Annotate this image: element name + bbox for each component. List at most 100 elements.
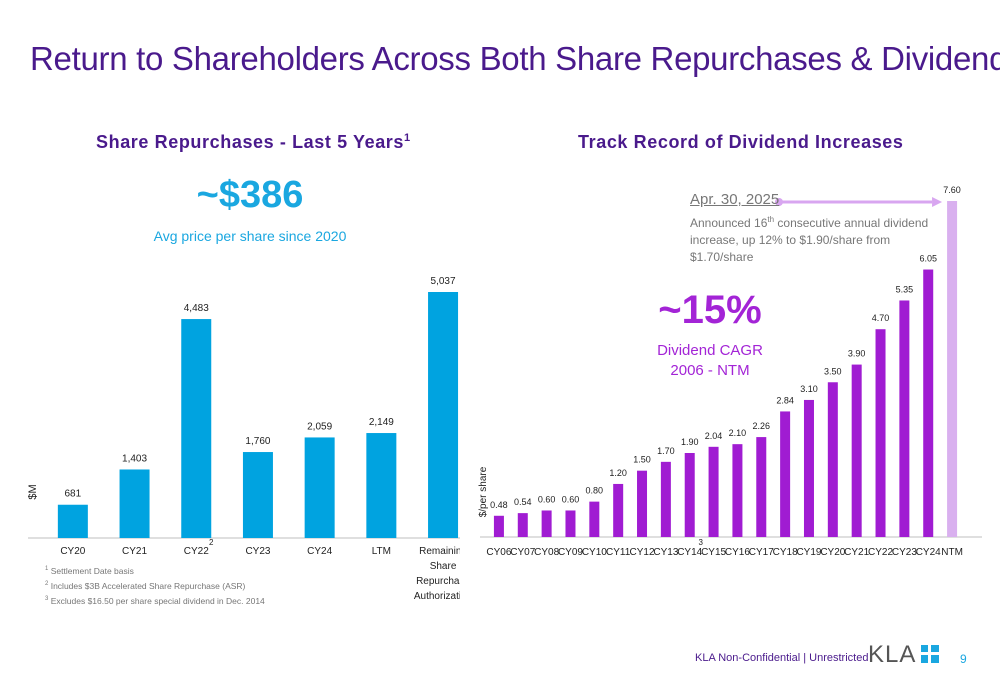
announcement-arrow-head [932, 197, 943, 207]
dividend-value-label-2: 0.60 [538, 494, 556, 504]
dividend-category-label-19: NTM [941, 547, 963, 558]
avg-price-label: Avg price per share since 2020 [153, 228, 347, 244]
dividend-value-label-15: 3.90 [848, 349, 866, 359]
repurchase-bar-0 [57, 504, 88, 538]
dividend-bar-13 [803, 399, 814, 537]
dividend-value-label-13: 3.10 [800, 384, 818, 394]
dividend-value-label-12: 2.84 [776, 395, 794, 405]
dividend-bar-6 [637, 470, 648, 537]
dividend-category-label-16: CY22 [868, 547, 893, 558]
dividend-bar-19 [947, 201, 958, 537]
dividend-bar-10 [732, 444, 743, 537]
dividend-chart: $/per share 0.48 CY06 0.54 CY07 0.60 CY08 0.60 C… [478, 185, 982, 558]
avg-price-value: ~$386 [196, 174, 304, 216]
dividend-category-label-17: CY23 [892, 547, 917, 558]
repurchase-value-label-4: 2,059 [307, 421, 332, 432]
dividend-category-label-15: CY21 [844, 547, 869, 558]
dividend-category-label-4: CY10 [582, 547, 607, 558]
confidentiality-footer: KLA Non-Confidential | Unrestricted [695, 652, 869, 664]
page-number: 9 [960, 652, 967, 666]
dividend-cagr-value: ~15% [658, 288, 762, 332]
announcement-date: Apr. 30, 2025 [690, 191, 780, 208]
dividend-bar-5 [613, 483, 624, 537]
dividend-value-label-17: 5.35 [896, 284, 914, 294]
repurchase-value-label-2: 4,483 [184, 303, 209, 314]
dividend-value-label-7: 1.70 [657, 446, 675, 456]
repurchase-bar-2 [181, 319, 212, 538]
announcement-description: Announced 16th consecutive annual divide… [690, 215, 929, 264]
footnote-3: 3 Excludes $16.50 per share special divi… [45, 595, 265, 606]
repurchase-bar-5 [366, 433, 397, 538]
dividend-category-label-2: CY08 [534, 547, 559, 558]
page-title: Return to Shareholders Across Both Share… [30, 40, 1000, 77]
repurchase-value-label-6: 5,037 [431, 276, 456, 287]
dividend-bar-7 [660, 461, 671, 537]
dividend-value-label-19: 7.60 [943, 185, 961, 195]
dividend-bar-14 [827, 382, 838, 537]
share-repurchases-title: Share Repurchases - Last 5 Years1 [96, 132, 411, 153]
dividend-category-label-9: CY15 [701, 547, 726, 558]
footnotes: 1 Settlement Date basis 2 Includes $3B A… [45, 563, 265, 607]
repurchase-category-label-4: CY24 [307, 546, 332, 557]
dividend-value-label-10: 2.10 [729, 428, 747, 438]
dividend-category-label-11: CY17 [749, 547, 774, 558]
dividend-category-label-14: CY20 [820, 547, 845, 558]
dividend-value-label-1: 0.54 [514, 497, 532, 507]
dividend-bar-9 [708, 446, 719, 537]
dividend-category-label-10: CY16 [725, 547, 750, 558]
repurchase-value-label-5: 2,149 [369, 417, 394, 428]
repurchase-value-label-3: 1,760 [245, 436, 270, 447]
dividend-bar-8 [684, 453, 695, 537]
dividend-value-label-0: 0.48 [490, 500, 508, 510]
dividend-track-record-title: Track Record of Dividend Increases [578, 132, 904, 152]
dividend-value-label-9: 2.04 [705, 431, 723, 441]
dividend-category-label-1: CY07 [510, 547, 535, 558]
dividend-bar-18 [923, 269, 934, 537]
dividend-value-label-11: 2.26 [753, 421, 771, 431]
y-axis-label: $/per share [478, 466, 489, 517]
dividend-bar-17 [899, 300, 910, 537]
dividend-value-label-18: 6.05 [919, 254, 937, 264]
dividend-value-label-6: 1.50 [633, 455, 651, 465]
dividend-value-label-14: 3.50 [824, 366, 842, 376]
repurchase-category-label-6-1: Share [430, 561, 457, 572]
repurchase-value-label-0: 681 [65, 489, 82, 500]
repurchase-category-label-3: CY23 [245, 546, 270, 557]
repurchase-bar-4 [304, 437, 335, 538]
dividend-category-label-12: CY18 [773, 547, 798, 558]
repurchase-bar-1 [119, 469, 150, 538]
repurchase-bar-6 [428, 292, 459, 538]
dividend-value-label-4: 0.80 [586, 486, 604, 496]
dividend-value-label-8: 1.90 [681, 437, 699, 447]
repurchase-category-label-6-2: Repurchase [416, 576, 460, 587]
repurchase-category-label-0: CY20 [60, 546, 85, 557]
repurchase-category-label-6-3: Authorization [414, 591, 460, 600]
repurchase-footnote-mark-2: 2 [209, 538, 214, 547]
footnote-2: 2 Includes $3B Accelerated Share Repurch… [45, 580, 246, 591]
share-repurchases-title-text: Share Repurchases - Last 5 Years [96, 132, 405, 152]
dividend-category-label-8: CY14 [677, 547, 702, 558]
dividend-bar-2 [541, 510, 552, 537]
dividend-bar-3 [565, 510, 576, 537]
dividend-bar-4 [589, 501, 600, 537]
dividend-category-label-5: CY11 [606, 547, 631, 558]
dividend-bar-16 [875, 329, 886, 537]
repurchase-category-label-6-0: Remaining [419, 546, 460, 557]
repurchase-category-label-2: CY22 [184, 546, 209, 557]
dividend-cagr-label: Dividend CAGR 2006 - NTM [657, 342, 763, 379]
dividend-bar-1 [517, 513, 528, 537]
dividend-category-label-0: CY06 [486, 547, 511, 558]
dividend-category-label-13: CY19 [796, 547, 821, 558]
repurchase-bar-3 [242, 452, 273, 538]
dividend-bar-0 [493, 515, 504, 537]
repurchase-category-label-1: CY21 [122, 546, 147, 557]
dividend-category-label-3: CY09 [558, 547, 583, 558]
kla-logo-plus-icon [921, 645, 939, 663]
dividend-value-label-5: 1.20 [609, 468, 627, 478]
dividend-bar-15 [851, 364, 862, 537]
share-repurchases-title-footnote: 1 [404, 132, 411, 144]
footnote-1: 1 Settlement Date basis [45, 565, 134, 576]
kla-logo: KLA [868, 641, 917, 668]
dividend-category-label-7: CY13 [653, 547, 678, 558]
